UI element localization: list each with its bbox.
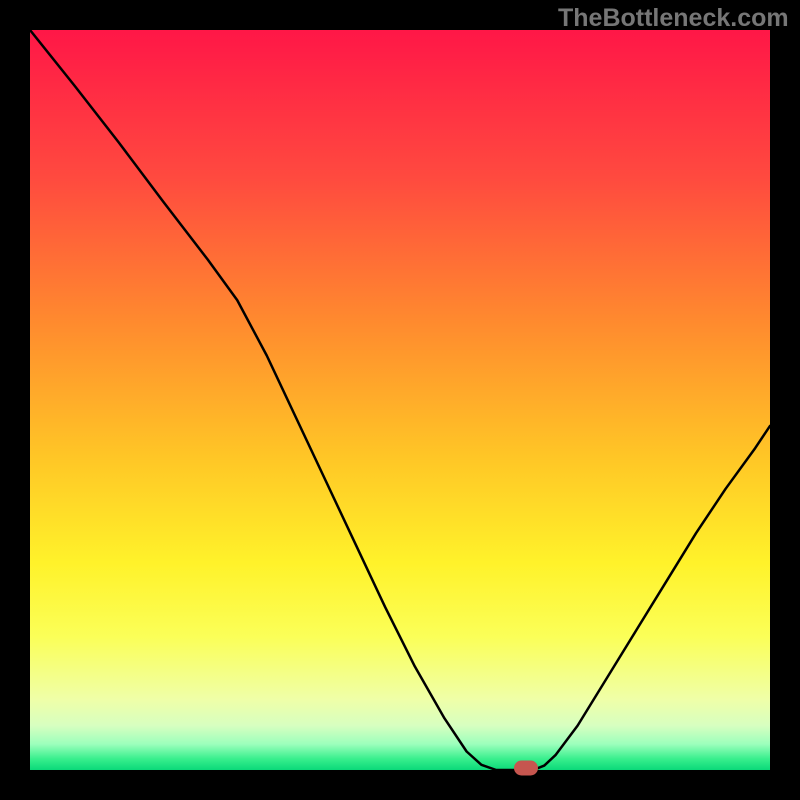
chart-frame: TheBottleneck.com	[0, 0, 800, 800]
bottleneck-chart	[30, 30, 770, 770]
optimal-marker	[514, 761, 538, 776]
watermark-text: TheBottleneck.com	[558, 4, 789, 33]
plot-background	[30, 30, 770, 770]
